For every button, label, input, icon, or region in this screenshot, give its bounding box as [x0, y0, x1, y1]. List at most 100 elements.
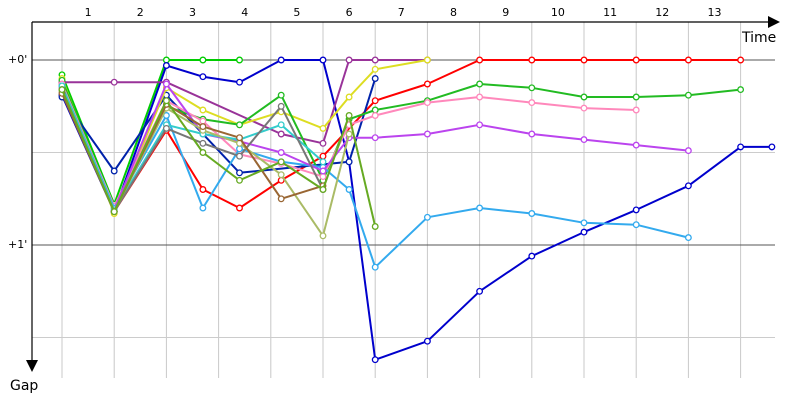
data-point	[345, 130, 353, 138]
data-point	[345, 112, 353, 119]
data-point	[199, 149, 207, 156]
y-axis-title: Gap	[10, 378, 38, 394]
data-point	[277, 149, 285, 156]
data-point	[371, 263, 379, 271]
data-point	[580, 228, 588, 236]
data-point	[371, 134, 379, 142]
data-point	[632, 93, 640, 101]
data-point	[236, 56, 243, 64]
data-point	[371, 106, 379, 114]
data-point	[236, 145, 243, 153]
data-point	[319, 173, 327, 181]
data-point	[199, 204, 207, 212]
x-tick-label: 2	[137, 6, 144, 19]
data-point	[319, 56, 327, 64]
data-point	[162, 80, 170, 88]
data-point	[684, 147, 692, 155]
x-tick-label: 7	[398, 6, 405, 19]
data-point	[277, 91, 285, 99]
data-point	[632, 56, 640, 64]
axes: Time Gap	[10, 16, 780, 394]
series-line	[61, 59, 428, 215]
data-point	[371, 75, 379, 82]
data-point	[162, 56, 170, 64]
data-point	[345, 56, 353, 64]
x-tick-label: 12	[655, 6, 669, 19]
grid	[32, 22, 775, 378]
x-tick-label: 5	[293, 6, 300, 19]
y-axis-arrowhead	[26, 360, 38, 372]
y-tick-label: +0'	[8, 53, 27, 66]
data-point	[737, 86, 745, 94]
data-point	[580, 56, 588, 64]
data-point	[345, 158, 353, 166]
data-point	[632, 221, 640, 229]
data-point	[277, 102, 285, 110]
data-point	[236, 121, 243, 129]
series-3	[58, 56, 776, 364]
data-point	[319, 124, 327, 132]
data-point	[236, 169, 243, 177]
data-point	[58, 86, 66, 94]
data-point	[632, 106, 640, 114]
data-point	[110, 78, 118, 86]
data-point	[476, 204, 484, 212]
data-point	[162, 62, 170, 69]
data-point	[236, 152, 243, 160]
series-1	[58, 56, 745, 216]
data-point	[580, 136, 588, 144]
data-point	[580, 219, 588, 227]
data-point	[423, 80, 431, 88]
x-tick-label: 6	[346, 6, 353, 19]
data-point	[371, 56, 379, 64]
data-point	[199, 117, 207, 125]
data-point	[199, 123, 207, 131]
x-tick-label: 3	[189, 6, 196, 19]
x-tick-label: 8	[450, 6, 457, 19]
data-point	[632, 141, 640, 149]
data-point	[277, 56, 285, 64]
data-point	[580, 93, 588, 101]
data-point	[684, 56, 692, 64]
x-tick-label: 9	[502, 6, 509, 19]
data-point	[236, 176, 243, 184]
y-tick-label: +1'	[8, 238, 27, 251]
data-point	[476, 287, 484, 295]
data-point	[277, 158, 285, 166]
series-layer	[58, 56, 776, 364]
data-point	[236, 134, 243, 142]
data-point	[684, 182, 692, 190]
data-point	[737, 143, 745, 151]
x-tick-label: 4	[241, 6, 248, 19]
data-point	[580, 104, 588, 112]
data-point	[236, 78, 243, 86]
data-point	[199, 106, 207, 114]
data-point	[199, 139, 207, 147]
data-point	[423, 99, 431, 107]
x-tick-label: 13	[708, 6, 722, 19]
data-point	[345, 186, 353, 193]
data-point	[319, 139, 327, 147]
series-15	[58, 86, 379, 230]
data-point	[476, 80, 484, 88]
data-point	[528, 252, 536, 260]
x-axis-arrowhead	[768, 16, 780, 28]
data-point	[277, 195, 285, 203]
data-point	[319, 232, 327, 240]
x-axis-title: Time	[741, 30, 776, 46]
data-point	[423, 56, 431, 64]
data-point	[371, 97, 379, 105]
data-point	[528, 56, 536, 64]
data-point	[199, 56, 207, 64]
data-point	[737, 56, 745, 64]
data-point	[319, 167, 327, 175]
data-point	[476, 93, 484, 101]
data-point	[371, 65, 379, 73]
y-tick-labels: +0' +1'	[8, 53, 27, 251]
data-point	[345, 93, 353, 101]
data-point	[162, 97, 170, 105]
data-point	[528, 84, 536, 92]
data-point	[768, 143, 776, 151]
data-point	[319, 152, 327, 160]
